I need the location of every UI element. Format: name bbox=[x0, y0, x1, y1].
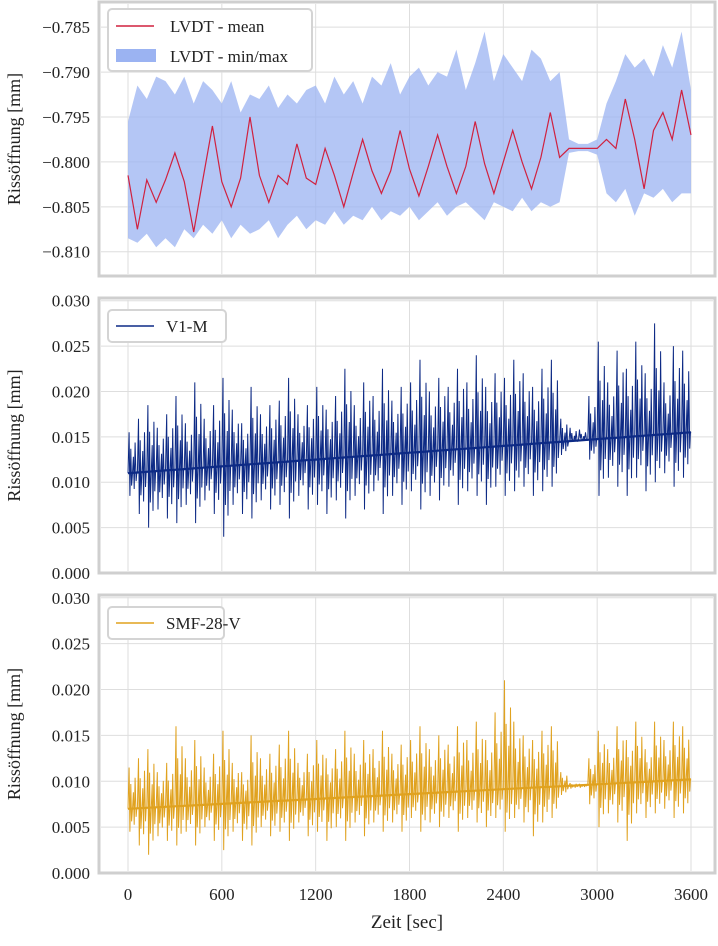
legend-label: SMF-28-V bbox=[166, 614, 241, 633]
panel-smf-28-v: 0.000 0.005 0.010 0.015 0.020 0.025 0.030 Rissö… bbox=[4, 589, 717, 883]
y-tick-label: 0.015 bbox=[52, 428, 90, 447]
y-tick-label: 0.015 bbox=[52, 726, 90, 745]
min-max-band bbox=[128, 31, 691, 248]
y-tick-label: 0.030 bbox=[52, 292, 90, 311]
y-axis-label: Rissöffnung [mm] bbox=[4, 73, 24, 205]
y-tick-label: 0.030 bbox=[52, 589, 90, 608]
y-tick-label: −0.810 bbox=[42, 243, 90, 262]
x-tick-label: 3600 bbox=[674, 885, 708, 904]
x-tick-label: 1200 bbox=[299, 885, 333, 904]
legend bbox=[107, 309, 227, 343]
y-tick-label: 0.020 bbox=[52, 382, 90, 401]
y-tick-label: 0.020 bbox=[52, 681, 90, 700]
x-tick-label: 1800 bbox=[393, 885, 427, 904]
legend bbox=[107, 606, 225, 640]
y-tick-label: −0.795 bbox=[42, 108, 90, 127]
legend-band-swatch bbox=[116, 49, 156, 62]
signal-baseline bbox=[127, 431, 692, 475]
mean-line bbox=[127, 89, 692, 233]
y-tick-label: 0.005 bbox=[52, 818, 90, 837]
y-tick-label: 0.025 bbox=[52, 635, 90, 654]
y-tick-label: −0.805 bbox=[42, 198, 90, 217]
y-tick-label: −0.785 bbox=[42, 18, 90, 37]
x-axis-label: Zeit [sec] bbox=[371, 912, 443, 933]
x-tick-label: 600 bbox=[209, 885, 235, 904]
y-axis-label: Rissöffnung [mm] bbox=[4, 668, 24, 800]
y-tick-label: 0.005 bbox=[52, 519, 90, 538]
x-tick-label: 0 bbox=[124, 885, 133, 904]
x-axis: 0 600 1200 1800 2400 3000 3600 bbox=[124, 885, 708, 904]
y-tick-label: −0.790 bbox=[42, 63, 90, 82]
legend-label-minmax: LVDT - min/max bbox=[170, 47, 289, 66]
legend bbox=[107, 8, 313, 72]
x-tick-label: 3000 bbox=[580, 885, 614, 904]
panel-lvdt: −0.785 −0.790 −0.795 −0.800 −0.805 −0.810 Riss… bbox=[4, 0, 717, 278]
y-tick-label: 0.010 bbox=[52, 772, 90, 791]
y-tick-label: 0.000 bbox=[52, 564, 90, 583]
signal-baseline bbox=[127, 778, 692, 810]
legend-label-mean: LVDT - mean bbox=[170, 17, 265, 36]
y-tick-label: 0.000 bbox=[52, 864, 90, 883]
x-tick-label: 2400 bbox=[486, 885, 520, 904]
y-axis-label: Rissöffnung [mm] bbox=[4, 369, 24, 501]
panel-v1-m: 0.000 0.005 0.010 0.015 0.020 0.025 0.030 Rissö… bbox=[4, 292, 717, 583]
y-tick-label: 0.010 bbox=[52, 473, 90, 492]
legend-label: V1-M bbox=[166, 317, 208, 336]
y-tick-label: 0.025 bbox=[52, 337, 90, 356]
y-tick-label: −0.800 bbox=[42, 153, 90, 172]
